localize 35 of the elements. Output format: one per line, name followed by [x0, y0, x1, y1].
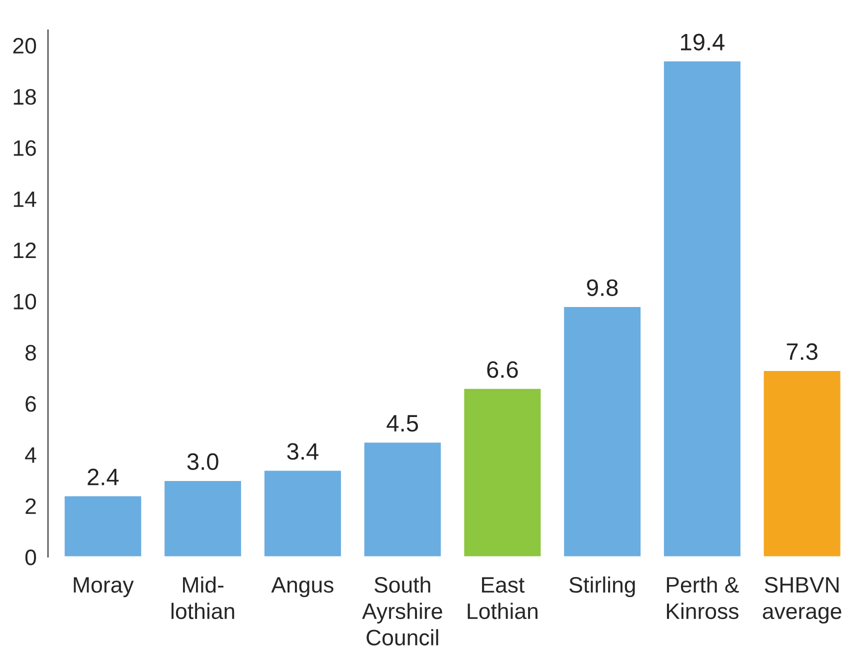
y-tick-label: 10: [14, 294, 36, 310]
bar: [462, 387, 542, 557]
y-tick-label: 0: [25, 550, 36, 566]
bar: [362, 441, 442, 557]
data-label: 7.3: [786, 343, 818, 360]
x-tick-label: Perth & Kinross: [666, 576, 739, 620]
data-label: 19.4: [681, 34, 724, 50]
x-tick-label: Angus: [271, 577, 334, 598]
data-label: 3.0: [187, 453, 218, 470]
data-label: 4.5: [386, 415, 418, 432]
bar: [662, 60, 742, 557]
bar: [263, 469, 342, 557]
data-label: 2.4: [88, 468, 119, 486]
bar: [163, 480, 242, 557]
data-label: 9.8: [587, 279, 618, 296]
y-tick-label: 4: [25, 447, 36, 463]
x-tick-label: SHBVN average: [762, 577, 842, 624]
y-tick-label: 20: [13, 38, 36, 54]
x-tick-label: Mid- lothian: [172, 576, 234, 620]
x-tick-label: Moray: [74, 577, 134, 598]
bar: [63, 494, 143, 557]
y-tick-label: 16: [14, 140, 36, 156]
data-label: 6.6: [487, 361, 518, 378]
x-tick-label: Stirling: [569, 576, 635, 598]
bar: [562, 306, 642, 557]
x-tick-label: East Lothian: [468, 577, 538, 620]
bar: [762, 370, 842, 557]
y-tick-label: 14: [14, 192, 36, 207]
x-tick-label: South Ayrshire Council: [362, 576, 442, 646]
y-tick-label: 6: [26, 396, 36, 412]
data-label: 3.4: [287, 443, 318, 460]
y-tick-label: 18: [14, 89, 36, 105]
y-tick-label: 2: [26, 498, 36, 514]
y-tick-label: 8: [25, 344, 36, 361]
y-tick-label: 12: [14, 242, 36, 258]
